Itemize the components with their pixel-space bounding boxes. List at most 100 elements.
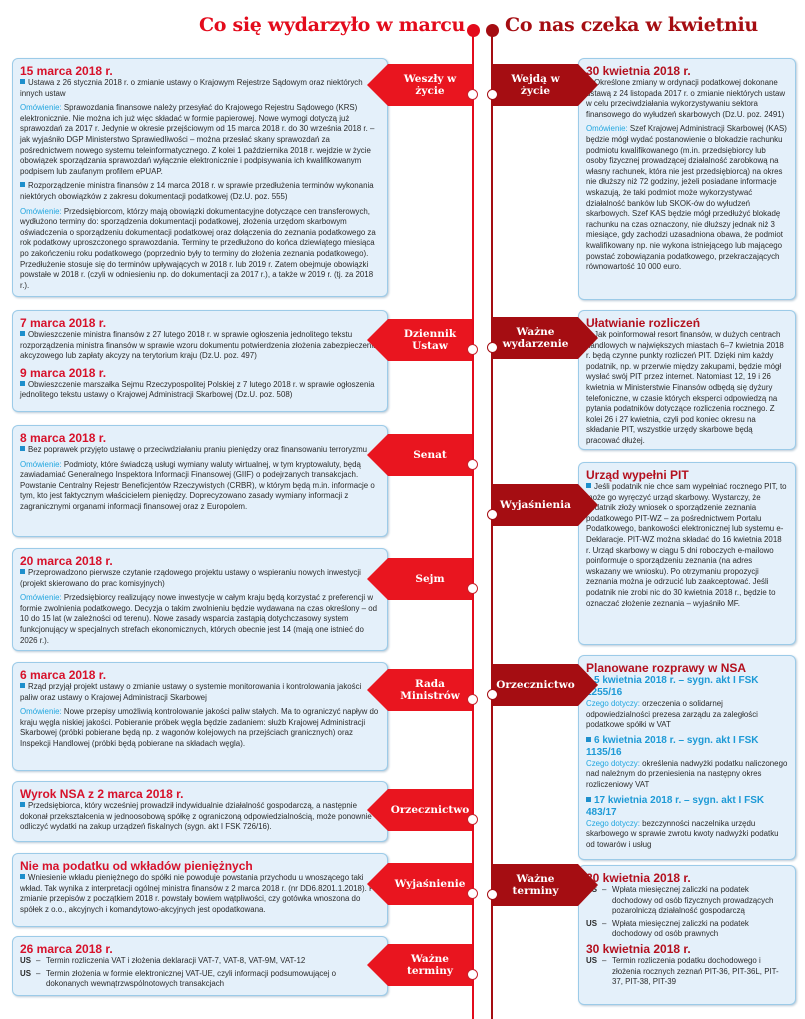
- entry-title: Planowane rozprawy w NSA: [586, 661, 747, 675]
- hearing-date-subtitle: 5 kwietnia 2018 r. – sygn. akt I FSK 125…: [586, 675, 788, 699]
- commentary-text: Nowe przepisy umożliwią kontrolowanie ja…: [20, 707, 379, 748]
- entry-title: Urząd wypełni PIT: [586, 468, 689, 482]
- hearing-date-text: 5 kwietnia 2018 r. – sygn. akt I FSK 125…: [586, 675, 759, 698]
- entry-title: 20 marca 2018 r.: [20, 554, 113, 568]
- right-category-text: Ważne wydarzenie: [502, 326, 569, 350]
- bullet-text: Ustawa z 26 stycznia 2018 r. o zmianie u…: [20, 78, 363, 98]
- right-category-label: Ważne terminy: [487, 864, 598, 906]
- timeline-node-icon: [467, 344, 478, 355]
- commentary-paragraph: Omówienie: Nowe przepisy umożliwią kontr…: [20, 707, 380, 749]
- left-category-label: Senat: [367, 434, 478, 476]
- deadline-text: Wpłata miesięcznej zaliczki na podatek d…: [612, 918, 749, 939]
- right-category-label: Wejdą w życie: [487, 64, 598, 106]
- right-entry-box: 30 kwietnia 2018 r. Określone zmiany w or…: [578, 58, 796, 300]
- bullet-paragraph: Przeprowadzono pierwsze czytanie rządowe…: [20, 568, 380, 589]
- entry-title: Wyrok NSA z 2 marca 2018 r.: [20, 787, 184, 801]
- left-category-label: Rada Ministrów: [367, 669, 478, 711]
- tax-office-label: US: [20, 968, 31, 978]
- left-category-text: Wyjaśnienie: [394, 878, 466, 890]
- entry-title: 26 marca 2018 r.: [20, 942, 113, 956]
- timeline-node-icon: [467, 888, 478, 899]
- timeline-node-icon: [467, 694, 478, 705]
- bullet-paragraph: Jeśli podatnik nie chce sam wypełniać ro…: [586, 482, 788, 609]
- commentary-label: Omówienie:: [20, 593, 62, 603]
- tax-office-label: US: [586, 955, 597, 965]
- left-category-text: Weszły w życie: [403, 73, 457, 97]
- entry-title: 8 marca 2018 r.: [20, 431, 107, 445]
- left-entry-box: Wyrok NSA z 2 marca 2018 r. Przedsiębiorc…: [12, 781, 388, 842]
- march-heading: Co się wydarzyło w marcu: [198, 14, 465, 36]
- right-category-label: Ważne wydarzenie: [487, 317, 598, 359]
- deadline-item: US–Wpłata miesięcznej zaliczki na podate…: [586, 885, 788, 917]
- right-category-label: Wyjaśnienia: [487, 484, 598, 526]
- bullet-paragraph: Ustawa z 26 stycznia 2018 r. o zmianie u…: [20, 78, 380, 99]
- entry-title: Ułatwianie rozliczeń: [586, 316, 701, 330]
- left-category-text: Orzecznictwo: [390, 804, 470, 816]
- commentary-paragraph: Czego dotyczy: orzeczenia o solidarnej o…: [586, 699, 788, 731]
- bullet-text: Przedsiębiorca, który wcześniej prowadzi…: [20, 801, 372, 832]
- march-timeline-line: [472, 30, 474, 1019]
- commentary-label: Omówienie:: [20, 206, 62, 216]
- timeline-node-icon: [487, 342, 498, 353]
- bullet-text: Rząd przyjął projekt ustawy o zmianie us…: [20, 682, 362, 702]
- timeline-node-icon: [487, 889, 498, 900]
- hearing-date-text: 6 kwietnia 2018 r. – sygn. akt I FSK 113…: [586, 734, 759, 758]
- commentary-text: orzeczenia o solidarnej odpowiedzialnośc…: [586, 699, 758, 730]
- right-category-label: Orzecznictwo: [487, 664, 598, 706]
- deadline-text: Termin złożenia w formie elektronicznej …: [46, 968, 337, 989]
- right-entry-box: Planowane rozprawy w NSA 5 kwietnia 2018 …: [578, 655, 796, 860]
- left-category-label: Dziennik Ustaw: [367, 319, 478, 361]
- entry-title: 6 marca 2018 r.: [20, 668, 107, 682]
- dash-icon: –: [602, 955, 607, 965]
- bullet-square-icon: [586, 796, 591, 802]
- commentary-text: bezczynności naczelnika urzędu skarboweg…: [586, 818, 779, 849]
- timeline-node-icon: [487, 689, 498, 700]
- timeline-node-icon: [487, 509, 498, 520]
- commentary-text: Podmioty, które świadczą usługi wymiany …: [20, 459, 375, 511]
- entry-title: Nie ma podatku od wkładów pieniężnych: [20, 859, 253, 873]
- left-category-text: Dziennik Ustaw: [403, 328, 457, 352]
- timeline-node-icon: [467, 814, 478, 825]
- bullet-paragraph: Wniesienie wkładu pieniężnego do spółki …: [20, 873, 380, 915]
- hearing-date-text: 17 kwietnia 2018 r. – sygn. akt I FSK 48…: [586, 794, 765, 818]
- bullet-text: Jeśli podatnik nie chce sam wypełniać ro…: [586, 482, 787, 608]
- bullet-square-icon: [20, 182, 25, 188]
- right-category-text: Wejdą w życie: [511, 73, 560, 97]
- bullet-square-icon: [20, 79, 25, 84]
- left-entry-box: 26 marca 2018 r. US – Termin rozliczenia VA…: [12, 936, 388, 996]
- bullet-square-icon: [20, 683, 25, 688]
- commentary-text: Szef Krajowej Administracji Skarbowej (K…: [586, 124, 787, 272]
- deadline-item: US – Termin rozliczenia VAT i złożenia dek…: [20, 956, 380, 967]
- bullet-square-icon: [20, 874, 25, 879]
- bullet-paragraph: Bez poprawek przyjęto ustawę o przeciwdz…: [20, 445, 380, 456]
- commentary-label: Omówienie:: [20, 103, 62, 113]
- timeline-node-icon: [487, 89, 498, 100]
- bullet-square-icon: [20, 331, 25, 336]
- left-entry-box: 20 marca 2018 r. Przeprowadzono pierwsze …: [12, 548, 388, 651]
- bullet-paragraph: Rozporządzenie ministra finansów z 14 ma…: [20, 181, 380, 202]
- hearing-date-subtitle: 17 kwietnia 2018 r. – sygn. akt I FSK 48…: [586, 795, 788, 819]
- bullet-text: Określone zmiany w ordynacji podatkowej …: [586, 78, 786, 119]
- bullet-square-icon: [20, 802, 25, 807]
- bullet-text: Przeprowadzono pierwsze czytanie rządowe…: [20, 568, 361, 588]
- left-category-text: Ważne terminy: [407, 953, 453, 977]
- entry-title: 15 marca 2018 r.: [20, 64, 113, 78]
- april-timeline-line: [491, 30, 493, 1019]
- left-category-label: Ważne terminy: [367, 944, 478, 986]
- right-entry-box: 20 kwietnia 2018 r.US–Wpłata miesięcznej…: [578, 865, 796, 1005]
- deadline-text: Wpłata miesięcznej zaliczki na podatek d…: [612, 885, 774, 916]
- commentary-text: określenia nadwyżki podatku naliczonego …: [586, 758, 788, 789]
- left-entry-box: Nie ma podatku od wkładów pieniężnych Wni…: [12, 853, 388, 927]
- commentary-paragraph: Omówienie: Podmioty, które świadczą usłu…: [20, 460, 380, 513]
- bullet-text: Wniesienie wkładu pieniężnego do spółki …: [20, 873, 379, 914]
- deadline-text: Termin rozliczenia podatku dochodowego i…: [612, 955, 779, 987]
- commentary-text: Przedsiębiorcy realizujący nowe inwestyc…: [20, 593, 378, 645]
- deadline-item: US–Wpłata miesięcznej zaliczki na podate…: [586, 919, 788, 940]
- entry-title: 9 marca 2018 r.: [20, 365, 107, 380]
- dash-icon: –: [602, 885, 607, 894]
- bullet-square-icon: [586, 736, 591, 742]
- commentary-paragraph: Czego dotyczy: bezczynności naczelnika u…: [586, 819, 788, 851]
- dash-icon: –: [36, 956, 41, 965]
- tax-office-label: US: [20, 956, 31, 965]
- commentary-label: Czego dotyczy:: [586, 758, 640, 768]
